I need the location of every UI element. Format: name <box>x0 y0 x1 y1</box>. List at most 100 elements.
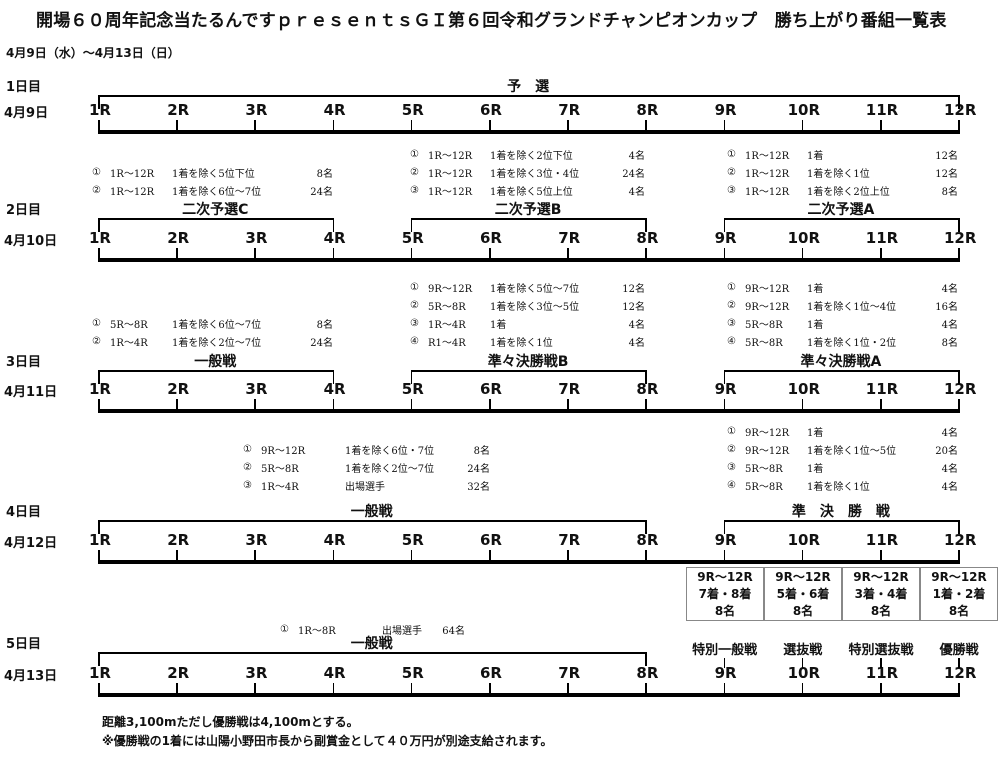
rule-number: ② <box>727 166 736 178</box>
race-tick <box>98 399 100 409</box>
race-label-8R: 8R <box>636 664 659 682</box>
race-label-9R: 9R <box>714 664 737 682</box>
race-tick <box>254 248 256 258</box>
rule-condition: 1着を除く5位～7位 <box>490 283 580 295</box>
race-label-12R: 12R <box>943 664 977 682</box>
rule-condition: 1着を除く2位下位 <box>490 150 573 162</box>
race-tick <box>880 120 882 130</box>
race-tick <box>567 550 569 560</box>
race-tick <box>801 399 804 409</box>
rule-number: ③ <box>243 479 252 491</box>
race-tick <box>567 248 569 258</box>
rule-condition: 1着を除く1位 <box>807 168 870 180</box>
rule-count: 24名 <box>467 463 490 475</box>
race-tick <box>645 120 647 130</box>
group-bracket-end <box>410 218 413 232</box>
advancement-rule: ④ 5R～8R 1着を除く1位 4名 <box>727 477 958 493</box>
race-timeline <box>98 693 960 697</box>
race-tick <box>254 550 256 560</box>
race-label-1R: 1R <box>89 101 111 119</box>
rule-number: ② <box>727 443 736 455</box>
race-timeline <box>98 409 960 413</box>
rule-count: 16名 <box>935 301 958 313</box>
page-title: 開場６０周年記念当たるんですｐｒｅｓｅｎｔｓＧＩ第６回令和グランドチャンピオンカ… <box>36 11 947 31</box>
advancement-rule: ① 9R～12R 1着 4名 <box>727 423 958 439</box>
race-tick <box>410 550 413 560</box>
rule-number: ① <box>92 166 101 178</box>
race-tick <box>489 120 491 130</box>
final-race-title: 特別選抜戦 <box>848 643 914 658</box>
group-bracket-end <box>958 95 960 109</box>
group-bracket-end <box>98 520 100 534</box>
race-label-9R: 9R <box>714 229 737 247</box>
race-label-3R: 3R <box>245 664 268 682</box>
race-tick <box>254 120 256 130</box>
rule-number: ④ <box>727 479 736 491</box>
day-date: 4月10日 <box>4 234 58 249</box>
race-tick <box>958 399 960 409</box>
rule-race-range: 9R～12R <box>745 301 790 313</box>
group-bracket-end <box>645 652 647 666</box>
race-label-11R: 11R <box>865 380 899 398</box>
race-tick <box>489 399 491 409</box>
race-tick <box>489 248 491 258</box>
race-label-10R: 10R <box>787 380 821 398</box>
race-label-4R: 4R <box>323 101 346 119</box>
qualification-count: 8名 <box>792 604 814 618</box>
race-label-5R: 5R <box>401 229 424 247</box>
race-tick <box>880 248 882 258</box>
rule-number: ① <box>280 623 289 635</box>
group-bracket-end <box>723 520 726 534</box>
race-label-12R: 12R <box>943 531 977 549</box>
advancement-rule: ① 9R～12R 1着を除く5位～7位 12名 <box>410 279 645 295</box>
race-tick <box>801 550 804 560</box>
race-tick <box>723 120 726 130</box>
race-tick <box>98 550 100 560</box>
group-title: 準々決勝戦B <box>487 354 569 370</box>
race-tick <box>958 120 960 130</box>
race-label-6R: 6R <box>480 664 502 682</box>
race-label-8R: 8R <box>636 101 659 119</box>
group-bracket <box>98 520 647 522</box>
race-label-10R: 10R <box>787 101 821 119</box>
advancement-rule: ② 9R～12R 1着を除く1位～4位 16名 <box>727 297 958 313</box>
advancement-rule: ② 1R～12R 1着を除く3位・4位 24名 <box>410 164 645 180</box>
race-tick <box>410 683 413 693</box>
rule-count: 64名 <box>442 625 465 637</box>
rule-condition: 1着を除く1位～4位 <box>807 301 897 313</box>
group-bracket-end <box>645 370 647 384</box>
final-race-connector <box>880 658 882 668</box>
final-race-connector <box>958 658 960 668</box>
rule-number: ① <box>410 281 419 293</box>
race-tick <box>98 248 100 258</box>
race-tick <box>958 683 960 693</box>
rule-number: ② <box>410 299 419 311</box>
rule-count: 24名 <box>310 337 333 349</box>
qualification-range: 9R～12R <box>697 570 753 584</box>
rule-condition: 1着を除く5位下位 <box>172 168 255 180</box>
rule-condition: 1着を除く3位・4位 <box>490 168 580 180</box>
qualification-range: 9R～12R <box>853 570 909 584</box>
race-label-2R: 2R <box>167 101 190 119</box>
race-label-3R: 3R <box>245 229 268 247</box>
rule-race-range: 1R～12R <box>745 150 790 162</box>
rule-count: 4名 <box>628 150 645 162</box>
day-label: 1日目 <box>6 80 42 95</box>
rule-count: 12名 <box>935 150 958 162</box>
day-label: 3日目 <box>6 355 42 370</box>
race-label-8R: 8R <box>636 380 659 398</box>
rule-condition: 1着 <box>807 463 824 475</box>
race-label-11R: 11R <box>865 229 899 247</box>
race-label-4R: 4R <box>323 380 346 398</box>
race-label-3R: 3R <box>245 101 268 119</box>
qualification-rank: 1着・2着 <box>932 587 986 601</box>
advancement-rule: ① 1R～12R 1着 12名 <box>727 146 958 162</box>
advancement-rule: ③ 5R～8R 1着 4名 <box>727 459 958 475</box>
advancement-rule: ② 1R～12R 1着を除く1位 12名 <box>727 164 958 180</box>
rule-race-range: 5R～8R <box>745 463 783 475</box>
race-label-5R: 5R <box>401 380 424 398</box>
rule-condition: 1着を除く1位 <box>490 337 553 349</box>
advancement-rule: ① 1R～12R 1着を除く5位下位 8名 <box>92 164 333 180</box>
advancement-rule: ① 9R～12R 1着を除く6位・7位 8名 <box>243 441 490 457</box>
